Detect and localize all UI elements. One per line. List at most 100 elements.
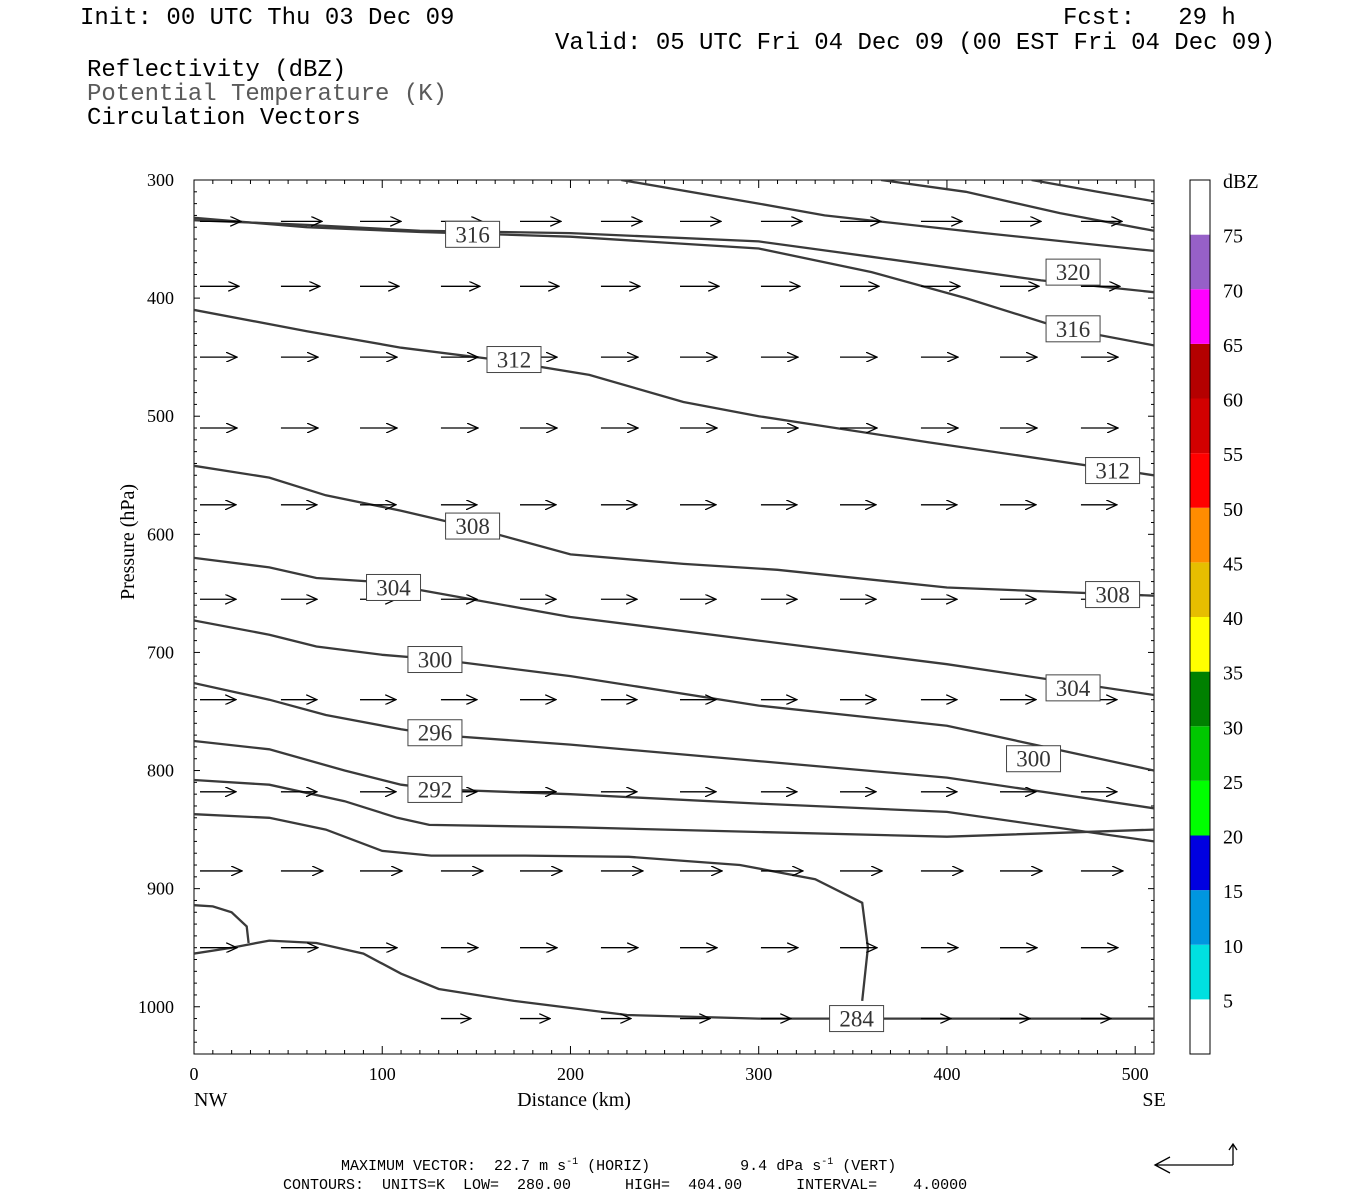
colorbar-label: 5: [1223, 990, 1233, 1012]
contour-label: 300: [1006, 745, 1062, 773]
contour-label: 308: [1085, 581, 1141, 609]
contour-label: 296: [407, 719, 463, 747]
theta-contour-284: [194, 904, 250, 944]
max-vector-line: MAXIMUM VECTOR: 22.7 m s-1 (HORIZ) 9.4 d…: [341, 1157, 897, 1175]
y-tick-label: 1000: [138, 997, 174, 1017]
svg-text:308: 308: [1095, 583, 1130, 608]
colorbar-segment: [1190, 780, 1210, 836]
colorbar-segment: [1190, 343, 1210, 399]
svg-text:312: 312: [1095, 459, 1130, 484]
max-horiz-tag: (HORIZ): [587, 1158, 651, 1175]
contour-label: 316: [1045, 315, 1101, 343]
colorbar-label: 60: [1223, 390, 1243, 412]
theta-contour-320: [621, 180, 1154, 253]
theta-contour-324: [880, 180, 1154, 232]
colorbar-label: 45: [1223, 553, 1243, 575]
x-tick-label: 500: [1122, 1064, 1149, 1084]
colorbar-segment: [1190, 671, 1210, 727]
theta-contour-308: [194, 464, 1154, 597]
colorbar-segment: [1190, 890, 1210, 945]
svg-text:304: 304: [1056, 676, 1091, 701]
x-tick-label: 400: [933, 1064, 960, 1084]
init-time: Init: 00 UTC Thu 03 Dec 09: [80, 5, 455, 32]
y-tick-label: 900: [147, 879, 174, 899]
max-horiz-value: 22.7: [494, 1158, 531, 1175]
theta-contour-328: [1031, 180, 1154, 203]
x-axis-label: Distance (km): [517, 1089, 631, 1111]
contour-label: 320: [1045, 258, 1101, 286]
svg-text:296: 296: [418, 721, 453, 746]
x-end-label-se: SE: [1142, 1089, 1165, 1111]
contour-label: 316: [445, 220, 501, 248]
contour-label: 304: [1045, 674, 1101, 702]
reference-vector-horizontal-head: [1153, 1156, 1171, 1174]
colorbar-label: 55: [1223, 444, 1243, 466]
y-tick-label: 800: [147, 761, 174, 781]
theta-contour-292: [194, 778, 1154, 838]
colorbar-label: 10: [1223, 936, 1243, 958]
colorbar-title: dBZ: [1223, 171, 1259, 193]
x-tick-label: 300: [745, 1064, 772, 1084]
colorbar-segment: [1190, 180, 1210, 235]
colorbar-segment: [1190, 289, 1210, 344]
colorbar-label: 75: [1223, 226, 1243, 248]
svg-text:284: 284: [839, 1007, 874, 1032]
y-tick-label: 300: [147, 170, 174, 190]
colorbar-label: 65: [1223, 335, 1243, 357]
max-vert-unit: dPa s: [776, 1158, 822, 1175]
svg-text:292: 292: [418, 777, 453, 802]
contour-label: 312: [1085, 457, 1141, 485]
colorbar-frame: [1189, 179, 1211, 1055]
contour-info: CONTOURS: UNITS=K LOW= 280.00 HIGH= 404.…: [283, 1177, 968, 1194]
valid-time: Valid: 05 UTC Fri 04 Dec 09 (00 EST Fri …: [555, 30, 1276, 57]
contour-label: 300: [407, 646, 463, 674]
reference-vector-vertical-head: [1228, 1142, 1238, 1151]
theta-contour-312: [194, 308, 1154, 477]
x-end-label-nw: NW: [194, 1089, 227, 1111]
y-tick-label: 700: [147, 642, 174, 662]
svg-text:308: 308: [455, 514, 490, 539]
theta-contour-288: [194, 813, 870, 1002]
y-tick-label: 400: [147, 288, 174, 308]
vert-exponent: -1: [821, 1157, 834, 1168]
colorbar-segment: [1190, 234, 1210, 290]
field-circulation-vectors: Circulation Vectors: [87, 105, 361, 132]
x-tick-label: 100: [369, 1064, 396, 1084]
theta-contour-304: [194, 556, 1154, 697]
colorbar-segment: [1190, 507, 1210, 563]
colorbar-segment: [1190, 617, 1210, 672]
y-tick-label: 600: [147, 524, 174, 544]
max-vert-value: 9.4: [740, 1158, 768, 1175]
horiz-exponent: -1: [566, 1157, 579, 1168]
field-potential-temperature: Potential Temperature (K): [87, 81, 448, 108]
max-vert-tag: (VERT): [842, 1158, 897, 1175]
field-reflectivity: Reflectivity (dBZ): [87, 57, 347, 84]
max-horiz-unit: m s: [539, 1158, 567, 1175]
colorbar-segment: [1190, 398, 1210, 454]
svg-text:316: 316: [1056, 317, 1091, 342]
colorbar-label: 20: [1223, 827, 1243, 849]
svg-text:300: 300: [418, 648, 453, 673]
contour-label: 312: [486, 346, 542, 374]
svg-text:300: 300: [1016, 747, 1051, 772]
forecast-hour: Fcst: 29 h: [1063, 5, 1236, 32]
x-tick-label: 0: [190, 1064, 199, 1084]
colorbar-segment: [1190, 562, 1210, 617]
colorbar-segment: [1190, 944, 1210, 1000]
contour-label: 308: [445, 512, 501, 540]
colorbar-segment: [1190, 999, 1210, 1054]
colorbar-label: 70: [1223, 280, 1243, 302]
colorbar-label: 25: [1223, 772, 1243, 794]
svg-text:304: 304: [376, 575, 411, 600]
svg-text:312: 312: [497, 348, 532, 373]
theta-contour-316: [194, 216, 1154, 347]
colorbar-label: 50: [1223, 499, 1243, 521]
contour-label: 284: [829, 1005, 885, 1033]
y-axis-label: Pressure (hPa): [117, 484, 139, 600]
x-tick-label: 200: [557, 1064, 584, 1084]
colorbar-label: 40: [1223, 608, 1243, 630]
svg-text:316: 316: [455, 222, 490, 247]
colorbar-label: 15: [1223, 881, 1243, 903]
plot-area: [194, 180, 1154, 1019]
